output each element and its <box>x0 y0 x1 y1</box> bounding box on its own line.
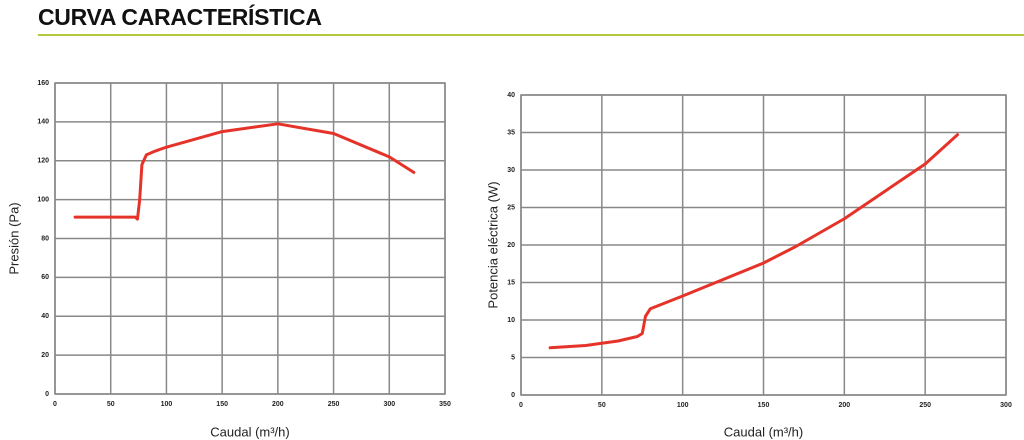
x-tick-label: 150 <box>216 401 228 408</box>
y-tick-label: 30 <box>507 167 515 174</box>
x-tick-label: 0 <box>53 401 57 408</box>
y-tick-label: 120 <box>37 158 49 165</box>
y-tick-label: 0 <box>45 391 49 398</box>
y-tick-label: 10 <box>507 317 515 324</box>
y-tick-label: 20 <box>41 352 49 359</box>
y-tick-label: 100 <box>37 196 49 203</box>
y-tick-label: 0 <box>511 392 515 399</box>
x-tick-label: 200 <box>838 402 850 409</box>
y-tick-label: 140 <box>37 119 49 126</box>
y-tick-label: 40 <box>507 92 515 99</box>
x-tick-label: 250 <box>919 402 931 409</box>
x-axis-label: Caudal (m³/h) <box>724 424 803 439</box>
y-tick-label: 25 <box>507 204 515 211</box>
y-axis-label: Potencia eléctrica (W) <box>485 181 500 308</box>
x-tick-label: 50 <box>598 402 606 409</box>
x-axis-label: Caudal (m³/h) <box>210 424 289 439</box>
y-tick-label: 60 <box>41 274 49 281</box>
y-tick-label: 20 <box>507 242 515 249</box>
x-tick-label: 300 <box>383 401 395 408</box>
y-tick-label: 160 <box>37 80 49 87</box>
title-rule <box>38 34 1024 36</box>
x-tick-label: 50 <box>107 401 115 408</box>
y-tick-label: 80 <box>41 235 49 242</box>
x-tick-label: 300 <box>1000 402 1012 409</box>
page-title: CURVA CARACTERÍSTICA <box>38 4 322 30</box>
x-tick-label: 0 <box>519 402 523 409</box>
x-tick-label: 150 <box>758 402 770 409</box>
y-tick-label: 5 <box>511 354 515 361</box>
x-tick-label: 100 <box>677 402 689 409</box>
y-tick-label: 35 <box>507 129 515 136</box>
x-tick-label: 350 <box>439 401 451 408</box>
x-tick-label: 100 <box>161 401 173 408</box>
x-tick-label: 250 <box>328 401 340 408</box>
y-tick-label: 15 <box>507 279 515 286</box>
data-line <box>548 133 959 350</box>
x-tick-label: 200 <box>272 401 284 408</box>
y-tick-label: 40 <box>41 313 49 320</box>
data-line <box>73 122 416 221</box>
y-axis-label: Presión (Pa) <box>6 202 21 274</box>
